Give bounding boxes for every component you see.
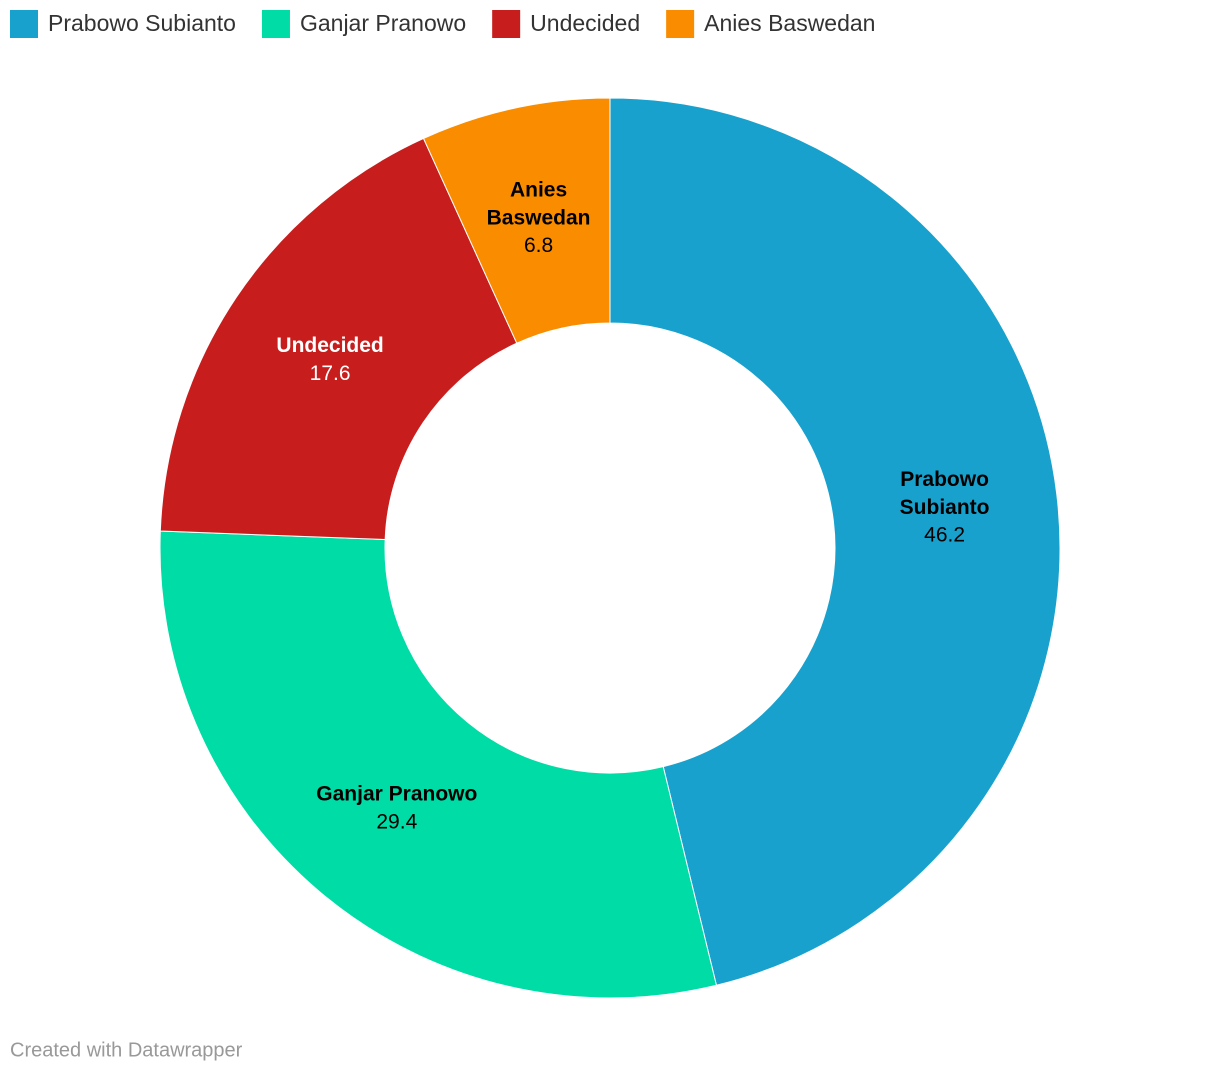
- slice-label: Prabowo Subianto: [900, 467, 990, 518]
- legend-label: Ganjar Pranowo: [300, 10, 466, 36]
- slice-label: Anies Baswedan: [487, 178, 591, 229]
- slice: [159, 137, 518, 541]
- slice: [159, 530, 718, 999]
- legend-swatch: [10, 10, 38, 38]
- legend-label: Undecided: [530, 10, 640, 36]
- slice: [609, 97, 1061, 986]
- slice-label: Ganjar Pranowo: [316, 783, 477, 806]
- credit: Created with Datawrapper: [10, 1039, 243, 1061]
- slice-value: 46.2: [924, 523, 965, 546]
- legend-label: Prabowo Subianto: [48, 10, 236, 36]
- slice-value: 6.8: [524, 234, 553, 257]
- slice-label: Undecided: [276, 334, 383, 357]
- legend: Prabowo Subianto Ganjar Pranowo Undecided A…: [10, 10, 875, 38]
- slice-value: 29.4: [376, 811, 417, 834]
- legend-label: Anies Baswedan: [704, 10, 875, 36]
- legend-swatch: [666, 10, 695, 38]
- donut: [159, 97, 1061, 999]
- legend-swatch: [492, 10, 521, 38]
- slice-labels: Prabowo Subianto 46.2 Ganjar Pranowo 29.4 Und…: [276, 178, 989, 833]
- slice-value: 17.6: [310, 362, 351, 385]
- slice: [422, 97, 611, 344]
- legend-swatch: [261, 10, 290, 38]
